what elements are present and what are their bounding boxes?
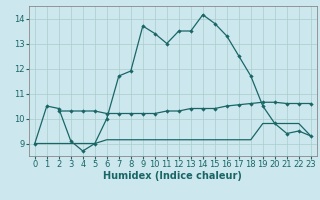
- X-axis label: Humidex (Indice chaleur): Humidex (Indice chaleur): [103, 171, 242, 181]
